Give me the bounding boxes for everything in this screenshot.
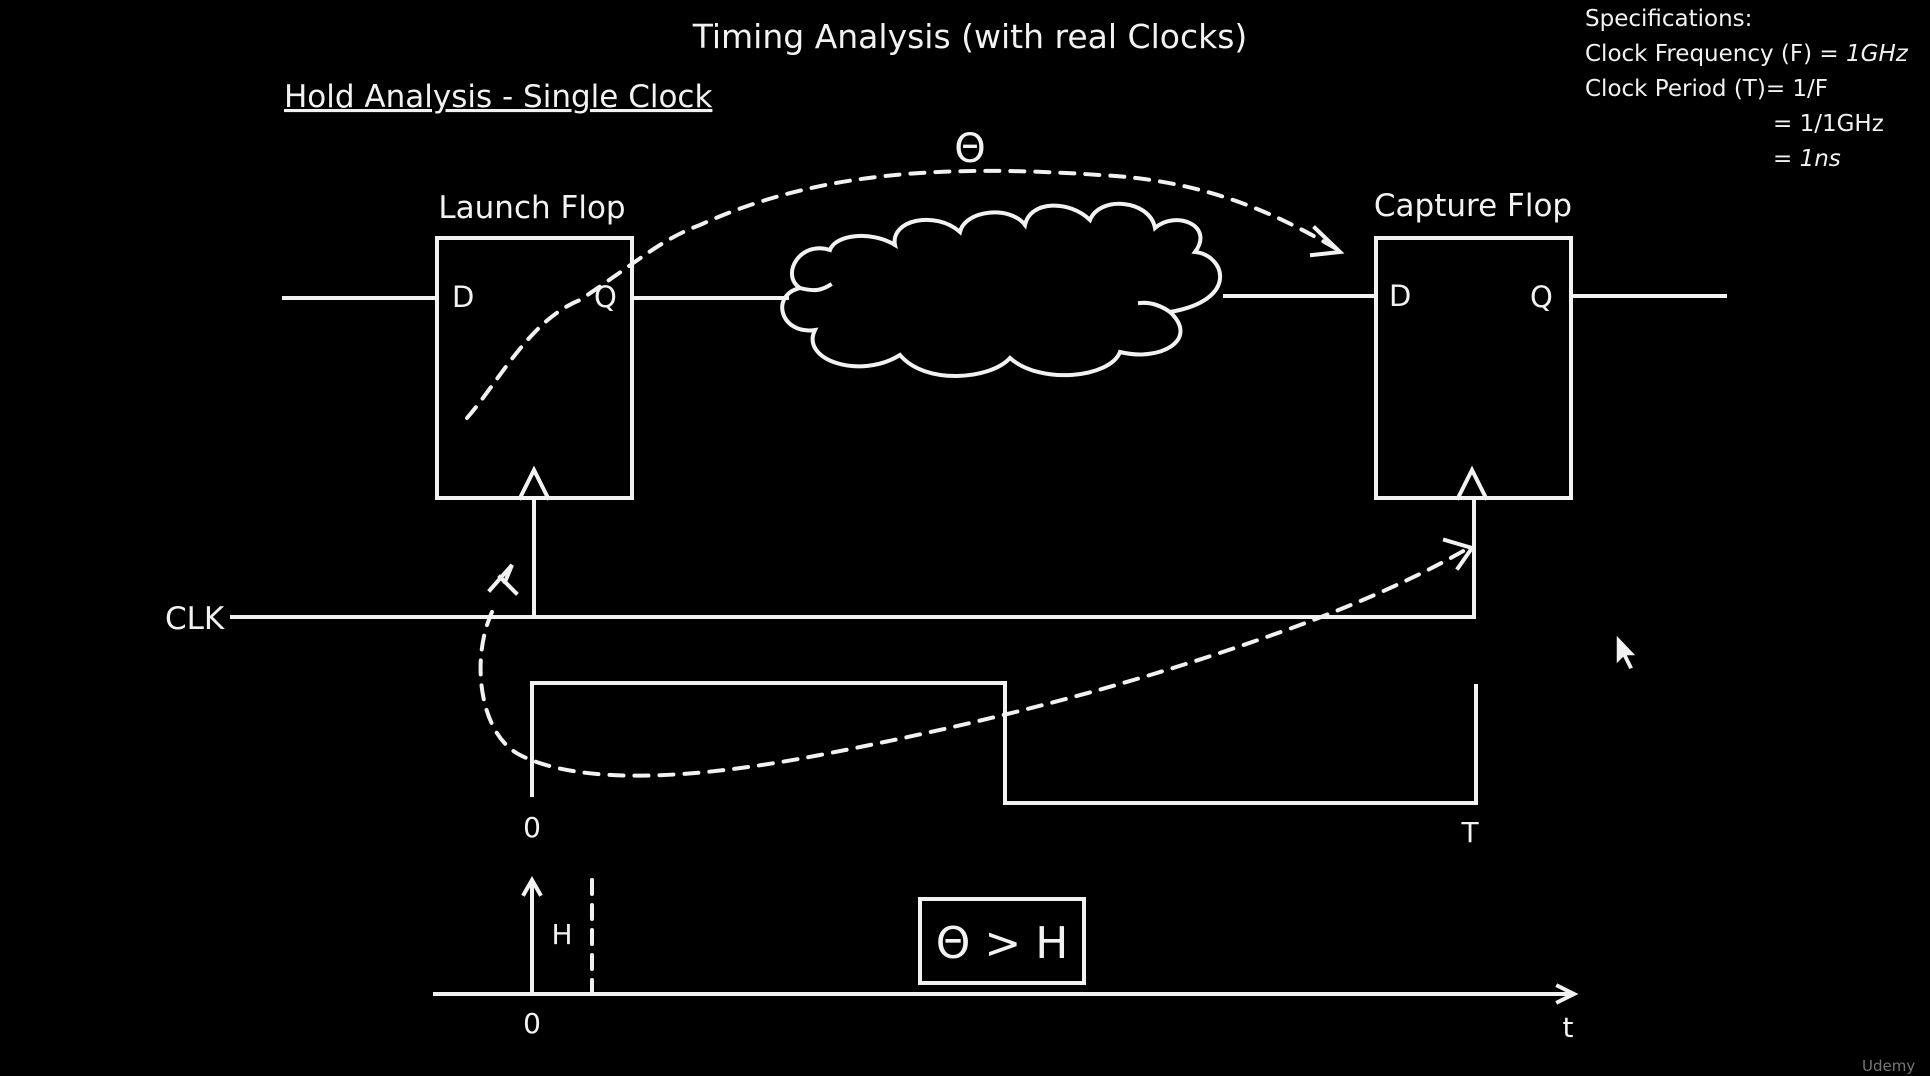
theta-label: Θ (954, 126, 985, 172)
launch-flop-label: Launch Flop (438, 190, 625, 226)
time-axis-t-label: t (1563, 1011, 1574, 1044)
hold-time-label: H (551, 918, 572, 951)
theta-arrowhead-icon (1309, 225, 1345, 258)
clock-arrival-path (478, 548, 1467, 778)
launch-clk-arrow-icon (487, 563, 514, 593)
launch-flop: Launch Flop D Q (435, 190, 634, 501)
launch-flop-clock-triangle-icon (517, 465, 551, 501)
clock-frequency-label: Clock Frequency (F) = (1585, 41, 1846, 67)
clock-arrival-arrowhead-icon (1442, 537, 1476, 571)
time-axis-arrowhead-icon (1555, 983, 1579, 1005)
capture-flop-box (1374, 236, 1573, 500)
capture-flop-d-pin: D (1389, 279, 1411, 313)
page-title: Timing Analysis (with real Clocks) (692, 17, 1248, 56)
combinational-logic-cloud-icon (780, 201, 1223, 378)
clock-period-eq1: = 1/1GHz (1773, 111, 1884, 137)
specs-header: Specifications: (1585, 6, 1752, 32)
clock-period-label: Clock Period (T)= 1/F (1585, 76, 1828, 102)
launch-edge-arrowhead-icon (521, 875, 543, 897)
specifications-block: Specifications: Clock Frequency (F) = 1G… (1585, 6, 1909, 172)
clk-label: CLK (165, 601, 225, 637)
clock-period-eq2: = 1ns (1773, 146, 1841, 172)
mouse-cursor-icon (1615, 632, 1639, 671)
capture-flop-q-pin: Q (1530, 280, 1553, 314)
launch-flop-d-pin: D (452, 280, 474, 314)
clock-frequency-value: 1GHz (1846, 41, 1909, 67)
waveform-end-label: T (1460, 816, 1479, 849)
clock-frequency-line: Clock Frequency (F) = 1GHz (1585, 41, 1909, 67)
udemy-watermark: Udemy (1862, 1057, 1915, 1075)
launch-clk-arrow-tick (497, 574, 519, 596)
capture-flop-label: Capture Flop (1374, 188, 1572, 224)
theta-delay-path (465, 168, 1337, 420)
capture-flop: Capture Flop D Q (1374, 188, 1573, 501)
section-subtitle: Hold Analysis - Single Clock (284, 79, 712, 115)
clock-period-eq2-value: 1ns (1800, 146, 1841, 172)
launch-flop-box (435, 236, 634, 500)
hold-condition-box (918, 897, 1086, 985)
clock-waveform (530, 681, 1478, 805)
hold-condition: Θ > H (936, 918, 1069, 969)
time-axis-zero-label: 0 (523, 1007, 541, 1040)
launch-flop-q-pin: Q (594, 280, 617, 314)
waveform-start-label: 0 (523, 811, 541, 844)
clock-period-eq2-prefix: = (1773, 146, 1800, 172)
capture-flop-clock-triangle-icon (1455, 465, 1489, 501)
